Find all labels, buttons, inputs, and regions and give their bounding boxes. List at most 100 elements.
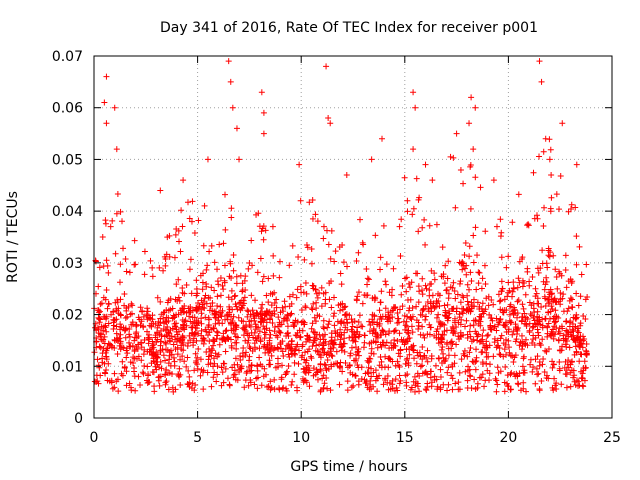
x-tick-label: 10 <box>292 430 310 446</box>
data-point-marker <box>436 303 443 310</box>
data-point-marker <box>411 388 418 395</box>
data-point-marker <box>181 358 188 365</box>
data-point-marker <box>547 208 554 215</box>
data-point-marker <box>485 331 492 338</box>
data-point-marker <box>180 177 187 184</box>
data-point-marker <box>334 318 341 325</box>
data-point-marker <box>103 353 110 360</box>
data-point-marker <box>104 305 111 312</box>
data-point-marker <box>574 334 581 341</box>
data-point-marker <box>312 318 319 325</box>
data-point-marker <box>559 343 566 350</box>
data-point-marker <box>166 349 173 356</box>
data-point-marker <box>302 369 309 376</box>
data-point-marker <box>480 360 487 367</box>
data-point-marker <box>518 318 525 325</box>
data-point-marker <box>522 291 529 298</box>
data-point-marker <box>528 302 535 309</box>
data-point-marker <box>248 362 255 369</box>
data-point-marker <box>183 309 190 316</box>
data-point-marker <box>415 319 422 326</box>
data-point-marker <box>181 318 188 325</box>
data-point-marker <box>562 341 569 348</box>
data-point-marker <box>246 344 253 351</box>
x-axis-tick-labels: 0 5 10 15 20 25 <box>90 430 621 446</box>
data-point-marker <box>424 347 431 354</box>
data-point-marker <box>450 154 457 161</box>
data-point-marker <box>348 326 355 333</box>
data-point-marker <box>368 156 375 163</box>
data-point-marker <box>306 383 313 390</box>
data-point-marker <box>536 58 543 65</box>
data-point-marker <box>396 306 403 313</box>
data-point-marker <box>553 273 560 280</box>
data-point-marker <box>326 280 333 287</box>
data-point-marker <box>536 153 543 160</box>
data-point-marker <box>486 377 493 384</box>
data-point-marker <box>558 323 565 330</box>
data-point-marker <box>408 323 415 330</box>
data-point-marker <box>266 327 273 334</box>
data-point-marker <box>204 156 211 163</box>
data-point-marker <box>440 381 447 388</box>
data-point-marker <box>125 303 132 310</box>
data-point-marker <box>519 363 526 370</box>
data-point-marker <box>276 258 283 265</box>
data-point-marker <box>488 296 495 303</box>
data-point-marker <box>521 310 528 317</box>
data-point-marker <box>355 249 362 256</box>
data-point-marker <box>333 348 340 355</box>
data-point-marker <box>258 305 265 312</box>
data-point-marker <box>449 340 456 347</box>
data-point-marker <box>210 325 217 332</box>
data-point-marker <box>383 281 390 288</box>
data-point-marker <box>197 272 204 279</box>
data-point-marker <box>175 276 182 283</box>
data-point-marker <box>533 321 540 328</box>
data-point-marker <box>155 318 162 325</box>
data-point-marker <box>391 337 398 344</box>
data-point-marker <box>105 301 112 308</box>
data-point-marker <box>376 315 383 322</box>
data-point-marker <box>241 300 248 307</box>
data-point-marker <box>541 369 548 376</box>
data-point-marker <box>582 364 589 371</box>
data-point-marker <box>355 346 362 353</box>
data-point-marker <box>506 287 513 294</box>
data-point-marker <box>459 305 466 312</box>
data-point-marker <box>427 374 434 381</box>
data-point-marker <box>247 368 254 375</box>
data-point-marker <box>253 312 260 319</box>
data-point-marker <box>405 362 412 369</box>
data-point-marker <box>377 331 384 338</box>
data-point-marker <box>536 362 543 369</box>
data-point-marker <box>514 298 521 305</box>
data-point-marker <box>424 358 431 365</box>
data-point-marker <box>145 340 152 347</box>
data-point-marker <box>355 352 362 359</box>
data-point-marker <box>384 373 391 380</box>
data-point-marker <box>497 297 504 304</box>
data-point-marker <box>352 338 359 345</box>
data-point-marker <box>562 252 569 259</box>
data-point-marker <box>255 313 262 320</box>
data-point-marker <box>291 371 298 378</box>
data-point-marker <box>263 292 270 299</box>
data-point-marker <box>443 341 450 348</box>
data-point-marker <box>470 259 477 266</box>
data-point-marker <box>466 349 473 356</box>
data-point-marker <box>306 199 313 206</box>
data-point-marker <box>198 366 205 373</box>
data-point-marker <box>176 328 183 335</box>
data-point-marker <box>123 382 130 389</box>
data-point-marker <box>140 323 147 330</box>
data-point-marker <box>309 215 316 222</box>
data-point-marker <box>94 356 101 363</box>
data-point-marker <box>186 373 193 380</box>
data-point-marker <box>551 318 558 325</box>
data-point-marker <box>317 352 324 359</box>
data-point-marker <box>102 220 109 227</box>
data-point-marker <box>453 341 460 348</box>
data-point-marker <box>312 211 319 218</box>
data-point-marker <box>472 317 479 324</box>
